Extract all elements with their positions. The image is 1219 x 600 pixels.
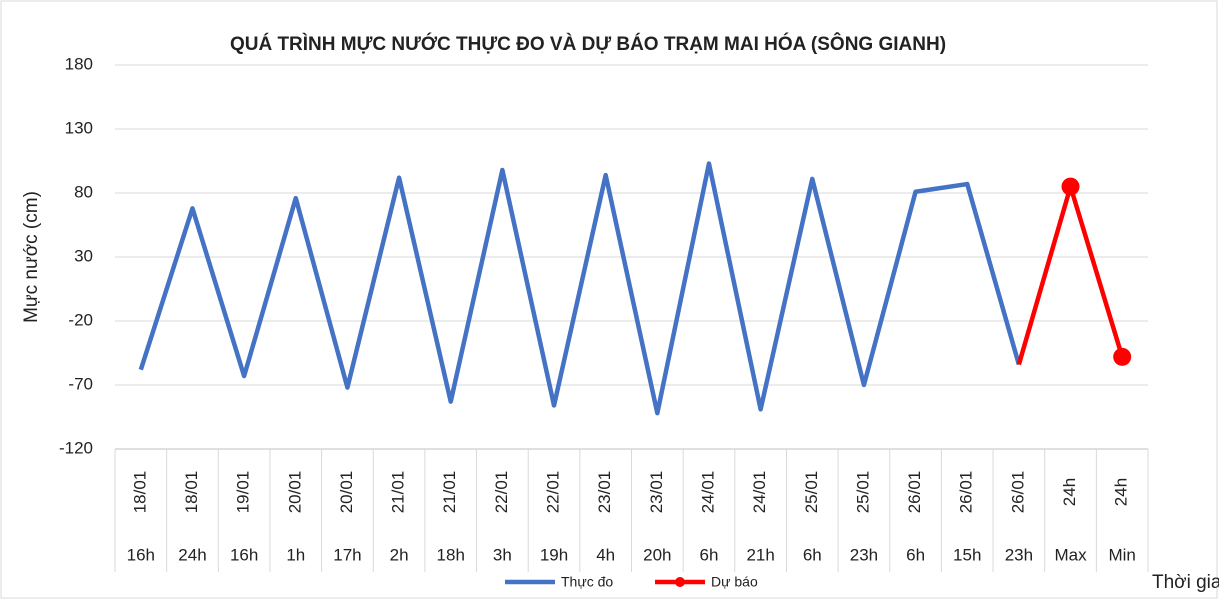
x-tick-label: 18h — [437, 545, 465, 564]
legend-label: Dự báo — [711, 574, 758, 590]
x-tick-label: 4h — [596, 545, 615, 564]
x-tick-label: 23h — [1005, 545, 1033, 564]
y-tick-label: 80 — [74, 182, 93, 201]
x-tick-date: 21/01 — [440, 471, 459, 514]
x-tick-label: Min — [1108, 545, 1135, 564]
x-tick-date: 23/01 — [595, 471, 614, 514]
legend-marker — [675, 577, 685, 587]
x-tick-date: 20/01 — [337, 471, 356, 514]
x-tick-date: 26/01 — [957, 471, 976, 514]
y-tick-label: -120 — [59, 438, 93, 457]
x-tick-date: 26/01 — [905, 471, 924, 514]
legend-label: Thực đo — [561, 574, 613, 590]
x-tick-label: 17h — [333, 545, 361, 564]
x-tick-label: 1h — [286, 545, 305, 564]
y-tick-label: 30 — [74, 246, 93, 265]
x-tick-date: 20/01 — [285, 471, 304, 514]
y-tick-label: 130 — [65, 118, 93, 137]
x-tick-date: 22/01 — [544, 471, 563, 514]
x-tick-label: Max — [1054, 545, 1087, 564]
x-tick-label: 15h — [953, 545, 981, 564]
x-tick-label: 2h — [390, 545, 409, 564]
x-tick-date: 24/01 — [750, 471, 769, 514]
x-tick-date: 26/01 — [1008, 471, 1027, 514]
x-tick-date: 23/01 — [647, 471, 666, 514]
y-tick-label: -20 — [68, 310, 93, 329]
x-tick-date: 24h — [1060, 478, 1079, 506]
x-tick-date: 25/01 — [802, 471, 821, 514]
x-tick-label: 21h — [746, 545, 774, 564]
y-tick-label: 180 — [65, 54, 93, 73]
data-point — [1061, 177, 1080, 196]
x-tick-label: 16h — [230, 545, 258, 564]
x-tick-date: 18/01 — [182, 471, 201, 514]
series-line — [138, 161, 1022, 416]
x-tick-date: 19/01 — [234, 471, 253, 514]
x-tick-date: 22/01 — [492, 471, 511, 514]
x-tick-label: 3h — [493, 545, 512, 564]
x-tick-label: 16h — [127, 545, 155, 564]
x-tick-label: 23h — [850, 545, 878, 564]
x-tick-label: 6h — [803, 545, 822, 564]
x-tick-date: 24h — [1112, 478, 1131, 506]
x-axis-label: Thời gian — [1152, 572, 1219, 593]
x-tick-date: 24/01 — [698, 471, 717, 514]
x-tick-label: 6h — [906, 545, 925, 564]
x-tick-date: 25/01 — [853, 471, 872, 514]
y-axis-label: Mực nước (cm) — [21, 191, 42, 323]
x-tick-date: 21/01 — [389, 471, 408, 514]
chart-title: QUÁ TRÌNH MỰC NƯỚC THỰC ĐO VÀ DỰ BÁO TRẠ… — [230, 33, 946, 55]
x-tick-date: 18/01 — [130, 471, 149, 514]
x-tick-label: 19h — [540, 545, 568, 564]
x-tick-label: 24h — [178, 545, 206, 564]
y-tick-label: -70 — [68, 374, 93, 393]
x-tick-label: 20h — [643, 545, 671, 564]
data-point — [1113, 347, 1132, 366]
x-tick-label: 6h — [700, 545, 719, 564]
